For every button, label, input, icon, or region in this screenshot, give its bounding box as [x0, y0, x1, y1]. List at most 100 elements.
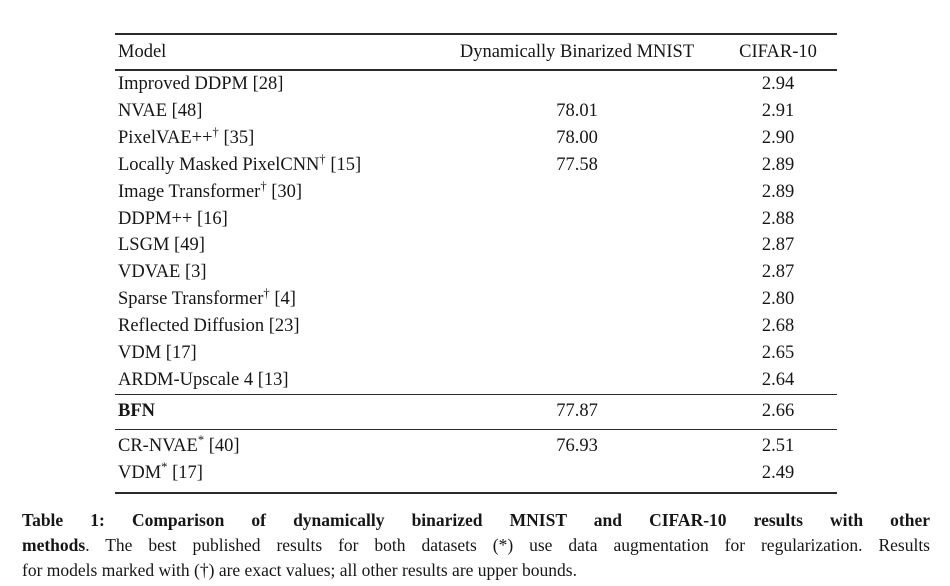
model-superscript-marker: †: [263, 286, 270, 301]
model-name: VDM: [118, 462, 162, 483]
cifar-value-cell: 2.66: [761, 401, 795, 422]
caption-line-1: Table 1: Comparison of dynamically binar…: [22, 508, 930, 533]
cifar-value-cell: 2.65: [761, 343, 795, 364]
mnist-value-cell: 78.01: [556, 100, 598, 121]
citation-reference: [35]: [218, 127, 255, 148]
table-row: CR-NVAE* [40] 76.93 2.51: [115, 429, 837, 459]
mnist-value-cell: [435, 367, 719, 394]
cifar-value-cell: 2.87: [761, 262, 795, 283]
model-cell: LSGM [49]: [115, 232, 435, 259]
model-superscript-marker: *: [197, 432, 205, 447]
mnist-value-cell: [435, 206, 719, 233]
model-name: BFN: [118, 401, 155, 422]
model-name: NVAE: [118, 100, 167, 121]
model-superscript-marker: †: [260, 178, 267, 193]
model-name: ARDM-Upscale 4: [118, 369, 254, 390]
section-best-published: CR-NVAE* [40] 76.93 2.51 VDM* [17] 2.49: [115, 429, 837, 493]
cifar-value-cell: 2.87: [761, 235, 795, 256]
table-row: PixelVAE++† [35] 78.00 2.90: [115, 125, 837, 152]
model-cell: NVAE [48]: [115, 98, 435, 125]
model-cell: BFN: [115, 394, 435, 429]
citation-reference: [28]: [248, 74, 284, 94]
model-cell: VDM* [17]: [115, 460, 435, 493]
caption-bold-text-cont: methods: [22, 535, 86, 555]
mnist-value-cell: [435, 232, 719, 259]
citation-reference: [48]: [167, 100, 203, 121]
column-header-cifar: CIFAR-10: [739, 42, 817, 62]
citation-reference: [3]: [180, 262, 207, 283]
citation-reference: [17]: [167, 462, 203, 483]
table-row: VDM [17] 2.65: [115, 340, 837, 367]
cifar-value-cell: 2.94: [761, 74, 795, 94]
cifar-value-cell: 2.91: [761, 100, 795, 121]
model-cell: Sparse Transformer† [4]: [115, 286, 435, 313]
cifar-value-cell: 2.68: [761, 316, 795, 337]
mnist-value-cell: 78.00: [556, 127, 598, 148]
table-caption: Table 1: Comparison of dynamically binar…: [22, 508, 930, 583]
model-superscript-marker: †: [319, 151, 326, 166]
model-cell: CR-NVAE* [40]: [115, 429, 435, 459]
cifar-value-cell: 2.49: [761, 462, 795, 483]
model-name: VDVAE: [118, 262, 181, 283]
citation-reference: [17]: [161, 343, 197, 364]
model-name: DDPM++: [118, 208, 193, 229]
model-cell: VDM [17]: [115, 340, 435, 367]
section-ours: BFN 77.87 2.66: [115, 394, 837, 430]
mnist-value-cell: [435, 313, 719, 340]
header-row: Model Dynamically Binarized MNIST CIFAR-…: [115, 34, 837, 70]
table-row: NVAE [48] 78.01 2.91: [115, 98, 837, 125]
model-name: Improved DDPM: [118, 74, 249, 94]
model-name: Image Transformer: [118, 181, 261, 202]
mnist-value-cell: 77.58: [556, 154, 598, 175]
model-superscript-marker: *: [161, 459, 168, 474]
caption-line-2: methods. The best published results for …: [22, 533, 930, 558]
results-table-container: Model Dynamically Binarized MNIST CIFAR-…: [115, 33, 837, 494]
citation-reference: [13]: [253, 369, 289, 390]
citation-reference: [40]: [204, 435, 240, 456]
model-cell: PixelVAE++† [35]: [115, 125, 435, 152]
mnist-value-cell: [435, 286, 719, 313]
citation-reference: [30]: [266, 181, 303, 202]
citation-reference: [4]: [269, 289, 296, 310]
table-row: VDVAE [3] 2.87: [115, 259, 837, 286]
table-header: Model Dynamically Binarized MNIST CIFAR-…: [115, 34, 837, 70]
results-table: Model Dynamically Binarized MNIST CIFAR-…: [115, 33, 837, 494]
model-cell: Reflected Diffusion [23]: [115, 313, 435, 340]
table-row: Improved DDPM [28] 2.94: [115, 70, 837, 98]
model-name: VDM: [118, 343, 162, 364]
model-name: Reflected Diffusion: [118, 316, 265, 337]
cifar-value-cell: 2.51: [761, 435, 795, 456]
model-cell: ARDM-Upscale 4 [13]: [115, 367, 435, 394]
caption-regular-text-cont: for models marked with (†) are exact val…: [22, 560, 577, 580]
cifar-value-cell: 2.80: [761, 289, 795, 310]
mnist-value-cell: 76.93: [556, 435, 598, 456]
model-name: PixelVAE++: [118, 127, 213, 148]
citation-reference: [49]: [169, 235, 205, 256]
table-row: Sparse Transformer† [4] 2.80: [115, 286, 837, 313]
mnist-value-cell: [435, 179, 719, 206]
table-row: DDPM++ [16] 2.88: [115, 206, 837, 233]
model-name: CR-NVAE: [118, 435, 198, 456]
table-row: Image Transformer† [30] 2.89: [115, 179, 837, 206]
mnist-value-cell: [435, 259, 719, 286]
table-row: BFN 77.87 2.66: [115, 394, 837, 429]
section-published: Improved DDPM [28] 2.94 NVAE [48] 78.01 2.91…: [115, 70, 837, 395]
cifar-value-cell: 2.90: [761, 127, 795, 148]
model-name: Sparse Transformer: [118, 289, 264, 310]
table-row: VDM* [17] 2.49: [115, 460, 837, 493]
table-row: LSGM [49] 2.87: [115, 232, 837, 259]
mnist-value-cell: [435, 70, 719, 98]
caption-bold-text: Table 1: Comparison of dynamically binar…: [22, 510, 930, 530]
table-row: ARDM-Upscale 4 [13] 2.64: [115, 367, 837, 394]
citation-reference: [16]: [192, 208, 228, 229]
model-cell: VDVAE [3]: [115, 259, 435, 286]
citation-reference: [23]: [264, 316, 300, 337]
model-cell: Locally Masked PixelCNN† [15]: [115, 152, 435, 179]
cifar-value-cell: 2.89: [761, 181, 795, 202]
mnist-value-cell: 77.87: [556, 401, 598, 422]
cifar-value-cell: 2.64: [761, 369, 795, 390]
model-cell: Image Transformer† [30]: [115, 179, 435, 206]
caption-line-3: for models marked with (†) are exact val…: [22, 558, 930, 583]
cifar-value-cell: 2.88: [761, 208, 795, 229]
